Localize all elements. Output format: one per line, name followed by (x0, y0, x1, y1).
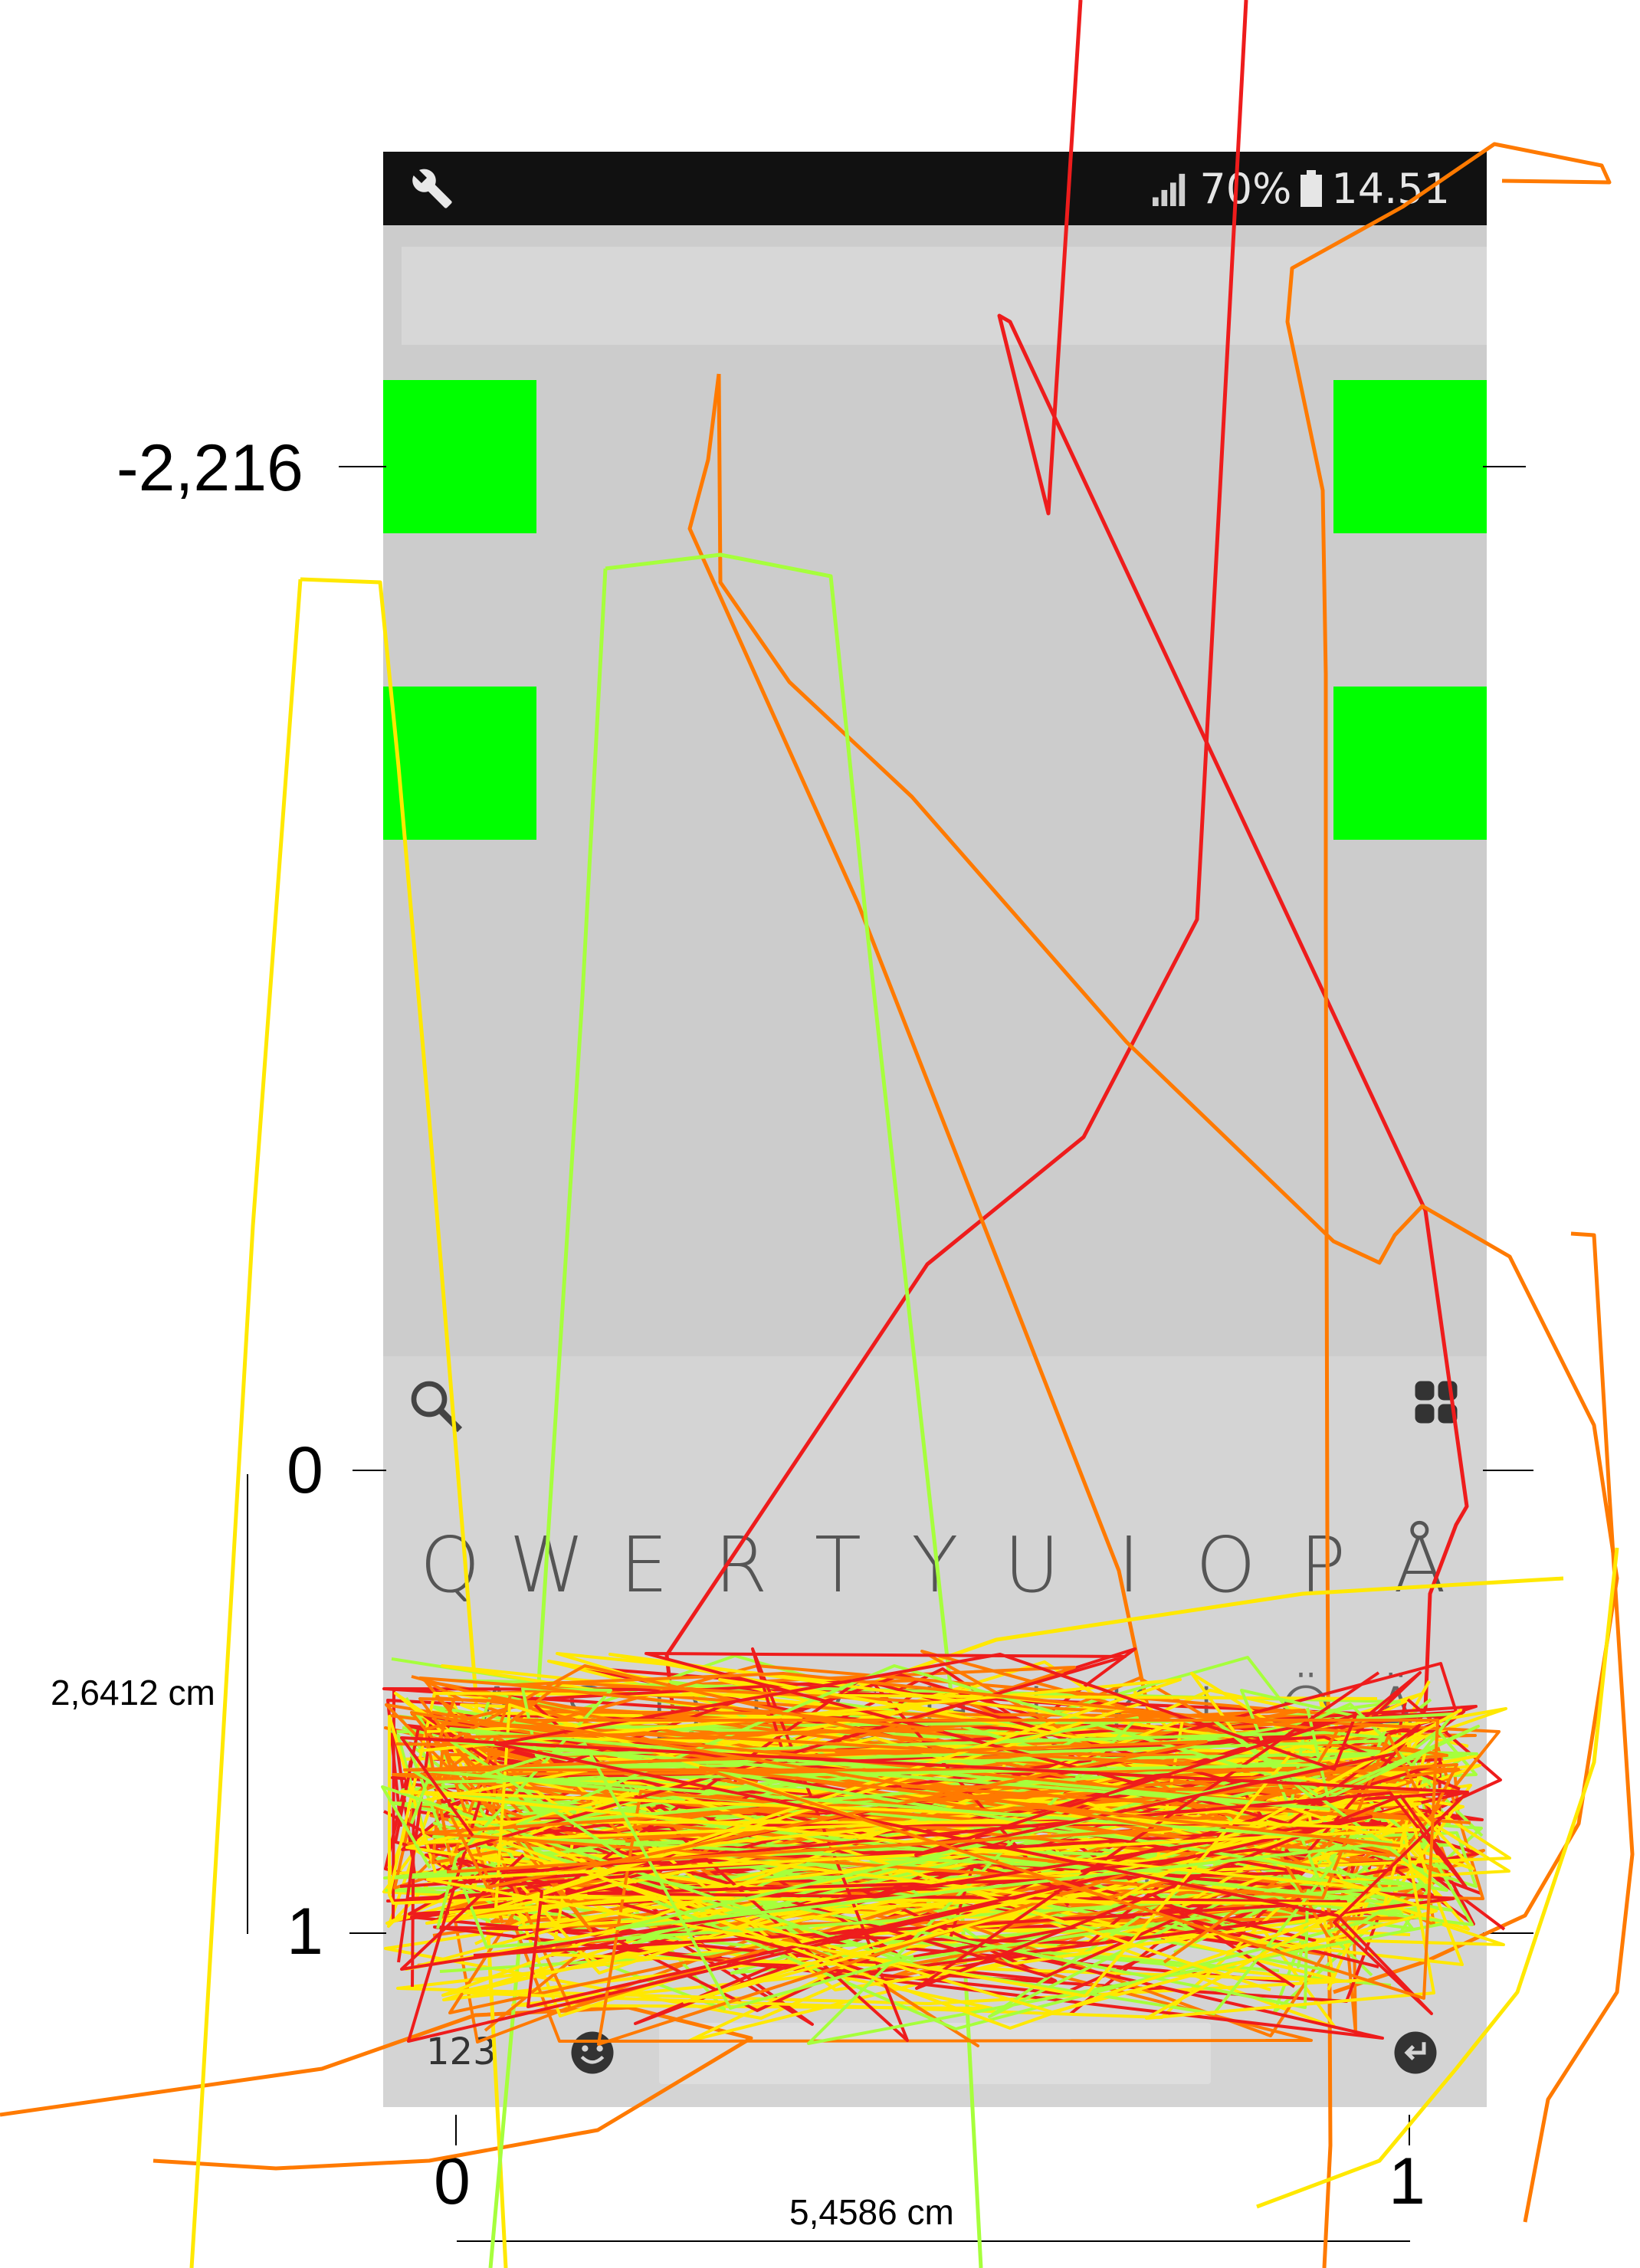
x-tick-line-one (1409, 2115, 1410, 2145)
y-tick-line-one (349, 1932, 386, 1934)
x-tick-line-zero (455, 2115, 457, 2145)
target-middle-left[interactable] (383, 687, 536, 840)
y-tick-line-one-right (1483, 1932, 1533, 1934)
key[interactable]: I (1117, 1520, 1140, 1610)
battery-percent: 70% (1199, 164, 1292, 213)
key[interactable]: O (1196, 1520, 1256, 1610)
y-tick-line-top-right (1483, 466, 1526, 467)
key[interactable]: Q (419, 1520, 481, 1610)
status-bar: 70% 14.51 (383, 152, 1487, 225)
target-top-right[interactable] (1333, 380, 1487, 533)
trajectory-red (997, 0, 1469, 1794)
y-tick-line-top (339, 466, 386, 467)
height-dimension-line (247, 1474, 248, 1934)
y-tick-label-top: -2,216 (116, 431, 303, 505)
key[interactable]: R (714, 1520, 768, 1610)
trajectory-yellow (189, 578, 303, 2268)
y-tick-line-zero-right (1483, 1470, 1533, 1471)
width-dimension-label: 5,4586 cm (789, 2192, 954, 2232)
trajectory-green (488, 568, 608, 2268)
target-top-left[interactable] (383, 380, 536, 533)
status-right: 70% 14.51 (1150, 161, 1450, 216)
trajectory-orange (687, 373, 1152, 1824)
keyboard-row-1: Q W E R T Y U I O P Å (383, 1520, 1487, 1610)
space-key[interactable] (659, 2023, 1211, 2084)
trajectory-yellow (1256, 1547, 1619, 2209)
wrench-icon (412, 169, 452, 208)
trajectory-orange (717, 373, 1619, 1994)
search-icon[interactable] (406, 1376, 467, 1437)
trajectory-red (664, 0, 1248, 1801)
x-tick-label-one: 1 (1389, 2145, 1425, 2218)
trajectory-orange (1285, 142, 1612, 2268)
trajectory-scribble (400, 1653, 1469, 2015)
y-tick-label-one: 1 (287, 1895, 323, 1968)
keyboard-bottom-row: 123 (383, 2000, 1487, 2092)
trajectory-orange (0, 2005, 753, 2171)
battery-icon (1301, 170, 1323, 207)
key[interactable]: T (814, 1520, 861, 1610)
key[interactable]: Å (1393, 1520, 1446, 1610)
trajectory-scribble (400, 1749, 1435, 2020)
signal-icon (1153, 173, 1186, 206)
mode-key[interactable]: 123 (426, 2030, 497, 2073)
y-tick-label-zero: 0 (287, 1434, 323, 1507)
app-bar (402, 247, 1487, 345)
key[interactable]: U (1003, 1520, 1061, 1610)
y-tick-line-zero (353, 1470, 386, 1471)
key[interactable]: E (619, 1520, 668, 1610)
enter-icon[interactable] (1390, 2027, 1441, 2078)
target-middle-right[interactable] (1333, 687, 1487, 840)
height-dimension-label: 2,6412 cm (51, 1673, 215, 1712)
trajectory-orange (1523, 1231, 1635, 2223)
trajectory-scribble (449, 1707, 1480, 1892)
width-dimension-line (457, 2240, 1410, 2242)
trajectory-scribble (446, 1719, 1439, 2000)
